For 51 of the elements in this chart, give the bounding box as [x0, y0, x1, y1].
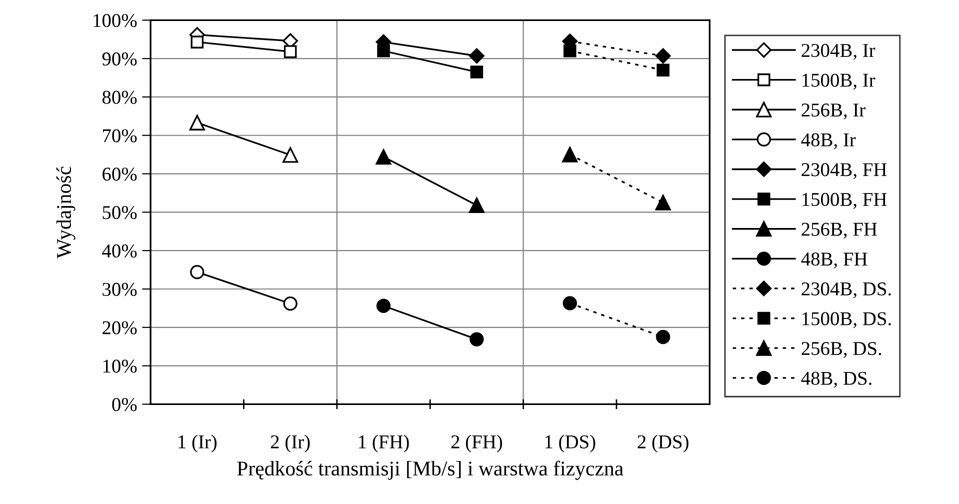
x-tick-label: 2 (FH)	[451, 434, 502, 452]
x-tick-label: 1 (Ir)	[178, 434, 217, 452]
point	[655, 194, 671, 210]
y-tick-label: 90%	[102, 52, 137, 66]
point	[190, 265, 204, 280]
point	[376, 298, 391, 313]
point	[283, 296, 298, 311]
legend-label: 48B, Ir	[801, 133, 856, 150]
point	[563, 44, 576, 58]
legend-label: 48B, FH	[801, 252, 868, 268]
y-tick-label: 100%	[94, 14, 137, 28]
point	[655, 48, 671, 64]
point	[470, 66, 484, 78]
y-tick-label: 60%	[102, 168, 137, 181]
y-tick-label: 0%	[112, 398, 137, 412]
point	[470, 332, 484, 346]
point	[656, 330, 670, 344]
point	[284, 45, 297, 58]
y-tick-label: 40%	[102, 244, 137, 258]
point	[656, 64, 670, 76]
legend-label: 256B, DS.	[802, 342, 882, 358]
legend-label: 2304B, DS.	[802, 282, 891, 298]
point	[190, 36, 204, 48]
y-tick-label: 70%	[103, 129, 137, 142]
point	[376, 149, 392, 165]
y-tick-label: 30%	[102, 282, 137, 296]
legend-label: 48B, DS.	[801, 372, 872, 388]
point	[189, 114, 205, 130]
legend-label: 256B, FH	[802, 222, 877, 239]
y-tick-label: 80%	[102, 90, 137, 104]
legend-label: 1500B, Ir	[802, 74, 876, 90]
point	[562, 296, 577, 310]
legend-label: 256B, Ir	[802, 104, 866, 120]
point	[468, 197, 484, 214]
y-tick-label: 50%	[102, 206, 137, 220]
point	[282, 147, 298, 163]
point	[562, 146, 578, 162]
y-axis-title: Wydajność	[56, 166, 76, 258]
x-tick-label: 1 (FH)	[359, 434, 409, 452]
x-axis-title: Prędkość transmisji [Mb/s] i warstwa fizyczna	[237, 460, 624, 480]
legend-label: 1500B, DS.	[802, 312, 891, 328]
y-tick-label: 20%	[102, 321, 137, 334]
legend-label: 1500B, FH	[802, 192, 887, 209]
y-tick-label: 10%	[103, 360, 137, 373]
x-tick-label: 2 (Ir)	[270, 434, 310, 452]
point	[377, 44, 390, 58]
x-tick-label: 1 (DS)	[545, 434, 596, 452]
legend-label: 2304B, Ir	[802, 44, 876, 60]
legend-label: 2304B, FH	[802, 163, 887, 180]
point	[468, 48, 484, 64]
x-tick-label: 2 (DS)	[638, 434, 688, 452]
